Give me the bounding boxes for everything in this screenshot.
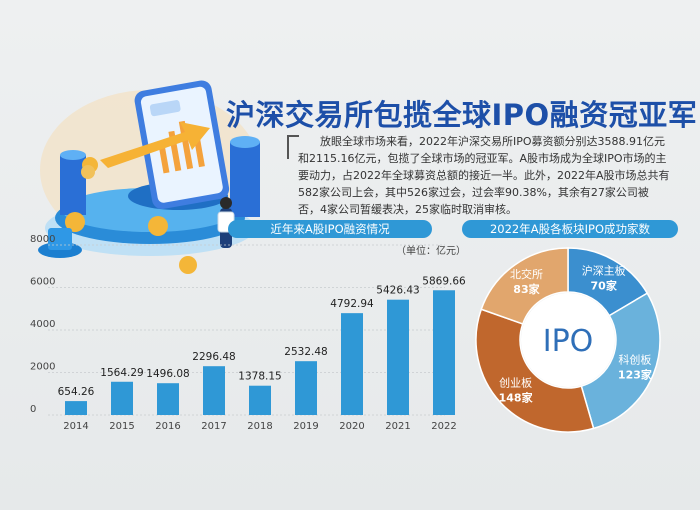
bar-value-label: 5869.66 bbox=[422, 275, 466, 287]
pie-slice-label: 创业板 bbox=[499, 375, 532, 389]
bar-value-label: 2296.48 bbox=[192, 351, 235, 363]
bar bbox=[295, 361, 317, 415]
y-tick-label: 8000 bbox=[30, 234, 55, 245]
bar-chart-unit: （单位：亿元） bbox=[396, 246, 466, 257]
pie-slice-value: 83家 bbox=[513, 282, 540, 296]
pie-slice-label: 科创板 bbox=[618, 353, 651, 367]
bar-value-label: 2532.48 bbox=[284, 346, 327, 358]
pie-slice bbox=[580, 292, 661, 430]
y-tick-label: 2000 bbox=[30, 362, 55, 373]
pie-chart-title: 2022年A股各板块IPO成功家数 bbox=[462, 220, 678, 238]
bar-chart-title: 近年来A股IPO融资情况 bbox=[228, 220, 432, 238]
bar bbox=[65, 401, 87, 415]
x-tick-label: 2017 bbox=[201, 421, 226, 432]
x-tick-label: 2022 bbox=[431, 421, 456, 432]
pie-slice-value: 123家 bbox=[618, 368, 653, 382]
x-tick-label: 2021 bbox=[385, 421, 410, 432]
bar bbox=[111, 381, 133, 415]
bar-value-label: 1564.29 bbox=[100, 367, 143, 379]
x-tick-label: 2019 bbox=[293, 421, 318, 432]
x-tick-label: 2014 bbox=[63, 421, 88, 432]
pie-slice-label: 北交所 bbox=[510, 267, 543, 281]
pie-slice bbox=[475, 308, 595, 433]
bar bbox=[249, 385, 271, 415]
donut-hole bbox=[521, 293, 615, 387]
y-tick-label: 4000 bbox=[30, 319, 55, 330]
bar-value-label: 1378.15 bbox=[238, 371, 281, 383]
donut-center-label: IPO bbox=[543, 324, 594, 359]
bar-value-label: 4792.94 bbox=[330, 298, 374, 310]
bar-value-label: 1496.08 bbox=[146, 368, 189, 380]
x-tick-label: 2020 bbox=[339, 421, 364, 432]
pie-slice-label: 沪深主板 bbox=[582, 263, 626, 277]
quote-bracket bbox=[287, 135, 299, 159]
bar-value-label: 654.26 bbox=[58, 386, 95, 398]
bar bbox=[157, 383, 179, 415]
bar bbox=[433, 290, 455, 415]
y-tick-label: 6000 bbox=[30, 277, 55, 288]
x-tick-label: 2015 bbox=[109, 421, 134, 432]
y-tick-label: 0 bbox=[30, 404, 36, 415]
bar bbox=[387, 299, 409, 415]
page-title: 沪深交易所包揽全球IPO融资冠亚军 bbox=[226, 98, 698, 132]
bar-value-label: 5426.43 bbox=[376, 285, 419, 297]
bar bbox=[203, 366, 225, 415]
intro-text: 放眼全球市场来看，2022年沪深交易所IPO募资额分别达3588.91亿元和21… bbox=[298, 135, 670, 216]
x-tick-label: 2018 bbox=[247, 421, 272, 432]
pie-slice-value: 70家 bbox=[591, 278, 618, 292]
pie-slice bbox=[480, 247, 569, 325]
finance-illustration bbox=[38, 80, 260, 274]
bar bbox=[341, 313, 363, 415]
x-tick-label: 2016 bbox=[155, 421, 180, 432]
pie-slice-value: 148家 bbox=[499, 390, 534, 404]
